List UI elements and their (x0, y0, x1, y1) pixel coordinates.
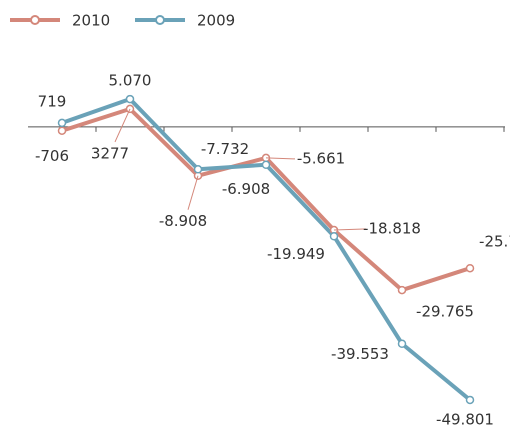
data-label: -49.801 (436, 410, 494, 427)
point (193, 165, 203, 174)
data-label: -706 (35, 147, 69, 165)
data-label: -39.553 (331, 345, 389, 363)
label-leader (114, 108, 131, 143)
data-label: 3277 (91, 144, 129, 162)
data-label: -25.774 (479, 233, 510, 251)
data-label: -8.908 (159, 212, 207, 230)
point (261, 160, 271, 169)
point (397, 339, 407, 348)
data-label: -6.908 (222, 180, 270, 198)
label-leader (333, 228, 366, 231)
legend-marker (155, 15, 165, 25)
legend-label: 2010 (72, 12, 110, 30)
data-label: -29.765 (416, 303, 474, 321)
label-leader (265, 157, 295, 160)
point (397, 285, 407, 295)
legend-label: 2009 (197, 12, 235, 30)
point (125, 94, 135, 104)
data-label: 5.070 (109, 72, 152, 90)
data-label: -7.732 (201, 140, 249, 158)
data-label: -19.949 (267, 245, 325, 263)
data-label: 719 (38, 92, 67, 110)
series-line (61, 106, 471, 293)
data-label: -18.818 (363, 220, 421, 238)
point (329, 232, 339, 241)
point (57, 126, 67, 135)
point (57, 118, 67, 128)
point (465, 395, 475, 405)
legend-marker (30, 15, 40, 25)
point (465, 263, 475, 273)
label-leader (187, 175, 199, 210)
data-label: -5.661 (297, 149, 345, 167)
